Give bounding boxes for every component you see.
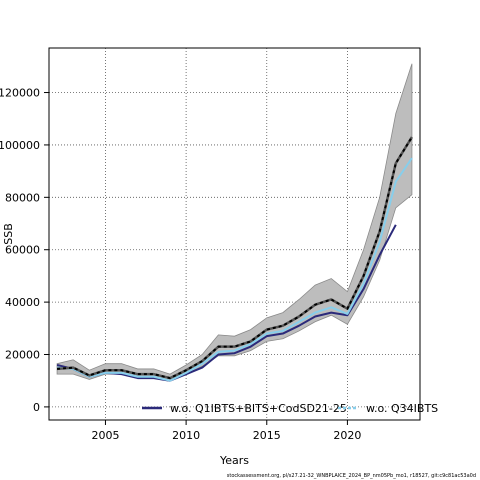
- x-tick-label-2005: 2005: [91, 429, 119, 442]
- series-line-2: [56, 157, 413, 382]
- base-run-layer: [56, 136, 413, 380]
- x-axis-title: Years: [219, 454, 249, 467]
- y-axis: 0 20000 40000 60000 80000 100000 120000: [0, 87, 49, 414]
- series-layer: [56, 157, 413, 382]
- y-tick-label-100000: 100000: [0, 139, 40, 152]
- plot-frame: [48, 47, 421, 421]
- legend-label-2: w.o. Q34IBTS: [366, 402, 438, 415]
- x-tick-label-2010: 2010: [172, 429, 200, 442]
- y-tick-label-20000: 20000: [5, 349, 40, 362]
- base-run-line: [56, 136, 413, 380]
- y-tick-label-80000: 80000: [5, 191, 40, 204]
- y-axis-title: SSB: [2, 223, 15, 245]
- y-tick-label-120000: 120000: [0, 87, 40, 100]
- y-tick-label-0: 0: [33, 401, 40, 414]
- footer-text: stockassessment.org, pl/s27.21-32_WNBPLA…: [227, 473, 476, 479]
- y-tick-label-40000: 40000: [5, 296, 40, 309]
- x-tick-label-2020: 2020: [333, 429, 361, 442]
- legend-label-1: w.o. Q1IBTS+BITS+CodSD21-25: [170, 402, 347, 415]
- y-tick-label-60000: 60000: [5, 244, 40, 257]
- x-axis: 2005 2010 2015 2020: [91, 420, 361, 442]
- legend: w.o. Q1IBTS+BITS+CodSD21-25 w.o. Q34IBTS: [142, 402, 438, 415]
- x-tick-label-2015: 2015: [253, 429, 281, 442]
